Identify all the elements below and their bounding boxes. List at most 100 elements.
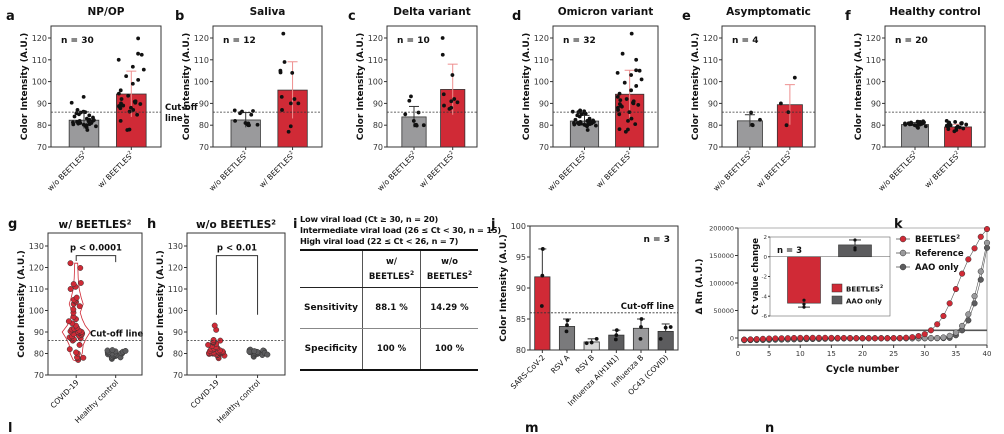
inset-data-point bbox=[853, 246, 857, 250]
data-point-a bbox=[116, 91, 121, 96]
data-point-c bbox=[416, 110, 421, 115]
y-tick-label-e: 110 bbox=[703, 56, 718, 65]
y-tick-label-j: 100 bbox=[511, 222, 526, 231]
y-tick-label-g: 110 bbox=[29, 285, 44, 294]
viral-load-note-intermediate: Intermediate viral load (26 ≤ Ct < 30, n… bbox=[300, 225, 501, 235]
bar-c-0 bbox=[401, 116, 427, 148]
x-tick-label-j: RSV B bbox=[574, 353, 596, 375]
viral-load-note-high: High viral load (22 ≤ Ct < 26, n = 7) bbox=[300, 236, 459, 246]
series-point-BEETLES bbox=[884, 335, 891, 342]
y-tick-label-e: 100 bbox=[703, 78, 718, 87]
data-point-f bbox=[953, 120, 958, 124]
header-without-sup: 2 bbox=[468, 269, 473, 277]
panel-title-h: w/o BEETLES2 bbox=[196, 219, 276, 232]
y-tick-label-e: 90 bbox=[708, 99, 718, 108]
data-point-d bbox=[634, 84, 639, 88]
row-label-sensitivity: Sensitivity bbox=[300, 287, 363, 329]
y-tick-label-f: 80 bbox=[871, 121, 881, 130]
data-point-a bbox=[141, 67, 146, 72]
data-point-j bbox=[540, 273, 545, 278]
data-point-a bbox=[81, 94, 86, 99]
series-point-BEETLES bbox=[753, 336, 760, 343]
y-tick-label-b: 120 bbox=[194, 34, 209, 43]
data-point-b bbox=[288, 101, 293, 106]
data-point-a bbox=[94, 124, 98, 129]
header-with-top: w/ bbox=[386, 256, 397, 267]
inset-y-tick-label: 2 bbox=[764, 235, 768, 241]
y-tick-label-e: 80 bbox=[708, 121, 718, 130]
y-tick-label-c: 110 bbox=[368, 56, 383, 65]
data-point-c bbox=[440, 52, 445, 57]
data-point-f bbox=[961, 126, 966, 131]
x-tick-label-c: w/o BEETLES2 bbox=[375, 150, 418, 193]
data-point-h bbox=[264, 351, 271, 358]
x-tick-label-f: w/ BEETLES2 bbox=[922, 150, 962, 190]
data-point-f bbox=[955, 124, 960, 129]
y-tick-label-c: 70 bbox=[373, 143, 383, 152]
table-header-without: w/o BEETLES2 bbox=[420, 250, 478, 288]
x-tick-label-d: w/o BEETLES2 bbox=[546, 150, 589, 193]
y-tick-label-a: 120 bbox=[32, 34, 47, 43]
data-point-d bbox=[578, 108, 583, 113]
y-tick-label-f: 70 bbox=[871, 143, 881, 152]
data-point-g bbox=[76, 303, 83, 310]
x-tick-label-a: w/ BEETLES2 bbox=[96, 150, 136, 190]
series-point-BEETLES bbox=[815, 334, 822, 341]
x-tick-label-b: w/o BEETLES2 bbox=[207, 150, 250, 193]
data-point-d bbox=[585, 128, 590, 132]
inset-data-point bbox=[853, 238, 857, 242]
x-tick-label-b: w/ BEETLES2 bbox=[257, 150, 297, 190]
x-tick-label-j: RSV A bbox=[549, 352, 572, 375]
x-tick-label-c: w/ BEETLES2 bbox=[417, 150, 457, 190]
inset-y-tick-label: 0 bbox=[764, 255, 768, 261]
data-point-g bbox=[70, 306, 77, 313]
data-point-e bbox=[786, 110, 791, 115]
data-point-b bbox=[233, 118, 237, 123]
data-point-g bbox=[76, 341, 83, 348]
data-point-g bbox=[67, 286, 74, 292]
data-point-f bbox=[944, 118, 949, 123]
plot-frame-b bbox=[212, 25, 323, 148]
y-tick-label-j: 95 bbox=[516, 253, 526, 262]
data-point-a bbox=[81, 109, 86, 114]
data-point-j bbox=[589, 340, 594, 345]
n-label-b: n = 12 bbox=[223, 36, 256, 46]
y-axis-label-d: Color Intensity (A.U.) bbox=[522, 33, 532, 140]
series-point-BEETLES bbox=[921, 331, 928, 338]
series-point-Reference bbox=[977, 268, 984, 275]
data-point-f bbox=[912, 123, 917, 128]
data-point-d bbox=[591, 118, 595, 123]
data-point-d bbox=[573, 117, 578, 122]
table-row: Sensitivity 88.1 % 14.29 % bbox=[300, 287, 478, 329]
series-point-BEETLES bbox=[903, 334, 910, 341]
series-line-BEETLES bbox=[744, 228, 988, 340]
data-point-j bbox=[639, 325, 643, 329]
series-point-BEETLES bbox=[834, 334, 841, 341]
y-tick-label-c: 120 bbox=[368, 34, 383, 43]
plot-frame-a bbox=[50, 25, 162, 148]
data-point-d bbox=[627, 110, 632, 115]
x-tick-label-g: COVID-19 bbox=[49, 378, 81, 410]
data-point-g bbox=[73, 349, 80, 356]
series-point-BEETLES bbox=[778, 335, 785, 342]
data-point-j bbox=[565, 323, 569, 328]
data-point-g bbox=[77, 264, 84, 271]
data-point-c bbox=[452, 97, 457, 101]
series-point-BEETLES bbox=[952, 286, 959, 293]
y-tick-label-k: 50000 bbox=[713, 307, 734, 315]
data-point-d bbox=[624, 97, 629, 101]
y-tick-label-k: 0 bbox=[730, 335, 734, 343]
panel-title-c: Delta variant bbox=[393, 6, 470, 18]
data-point-d bbox=[615, 70, 620, 75]
y-tick-label-a: 100 bbox=[32, 78, 47, 87]
cutoff-label-j: Cut-off line bbox=[621, 302, 674, 312]
series-point-BEETLES bbox=[741, 336, 748, 343]
series-point-BEETLES bbox=[871, 335, 879, 342]
data-point-e bbox=[749, 110, 753, 115]
cutoff-label-a-2: line bbox=[165, 114, 183, 124]
data-point-j bbox=[658, 336, 663, 341]
table-header-with: w/BEETLES2 bbox=[361, 250, 421, 288]
data-point-j bbox=[614, 333, 619, 338]
